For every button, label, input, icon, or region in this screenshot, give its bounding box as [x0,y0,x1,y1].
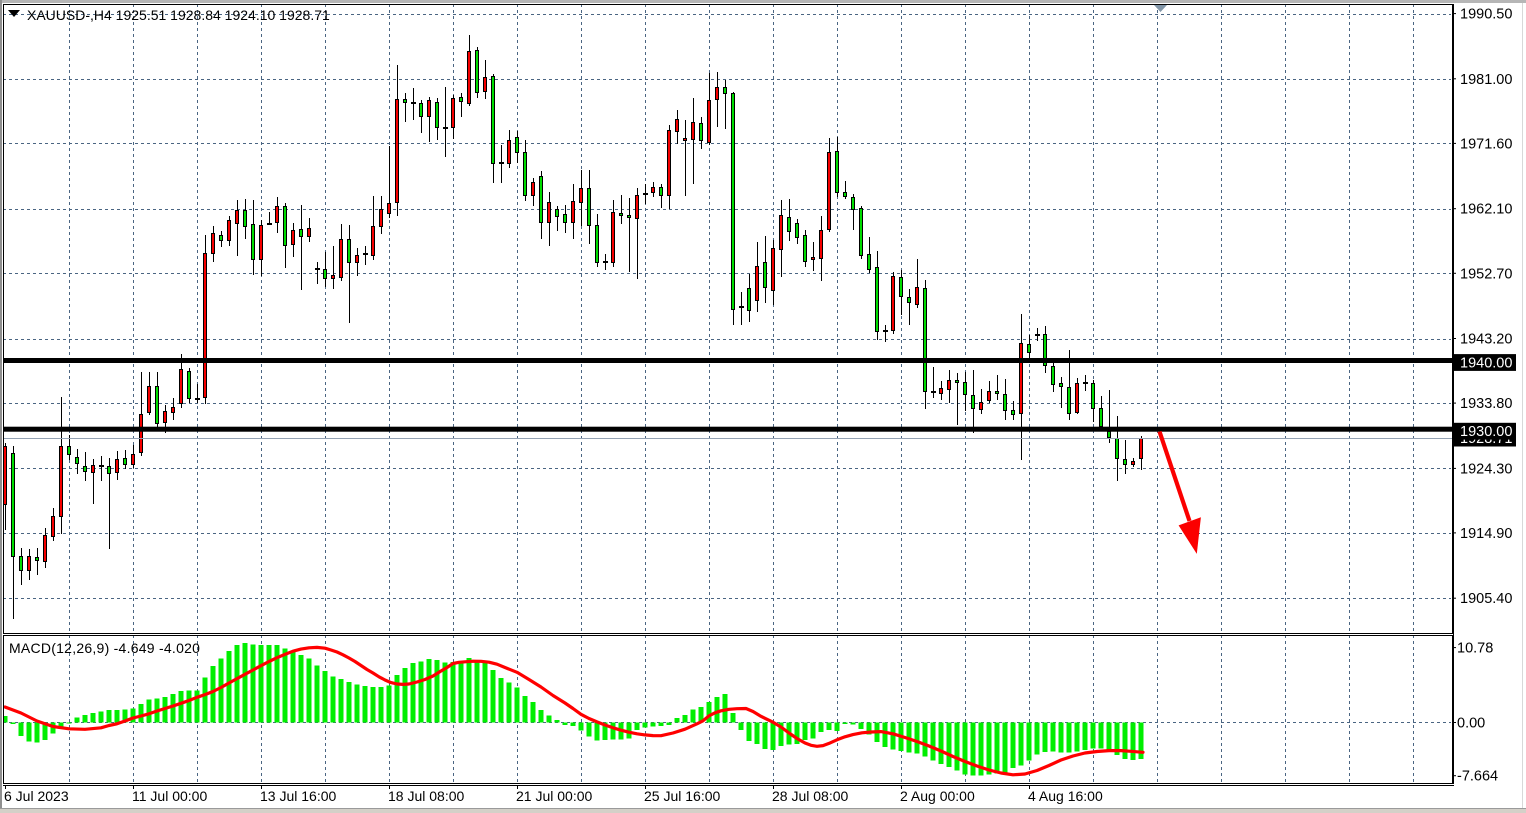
svg-text:13 Jul 16:00: 13 Jul 16:00 [260,788,336,804]
svg-text:1924.30: 1924.30 [1460,461,1512,477]
svg-text:25 Jul 16:00: 25 Jul 16:00 [644,788,720,804]
svg-text:1930.00: 1930.00 [1460,424,1512,440]
svg-text:1952.70: 1952.70 [1460,266,1512,282]
svg-text:10.78: 10.78 [1457,641,1493,657]
svg-text:1990.50: 1990.50 [1460,7,1512,23]
svg-text:21 Jul 00:00: 21 Jul 00:00 [516,788,592,804]
svg-text:1971.60: 1971.60 [1460,136,1512,152]
svg-text:MACD(12,26,9) -4.649 -4.020: MACD(12,26,9) -4.649 -4.020 [9,640,200,656]
svg-text:XAUUSD-,H4 1925.51 1928.84 19: XAUUSD-,H4 1925.51 1928.84 1924.10 1928.… [27,7,330,23]
svg-text:-7.664: -7.664 [1457,769,1498,785]
svg-text:1905.40: 1905.40 [1460,591,1512,607]
svg-text:1943.20: 1943.20 [1460,332,1512,348]
svg-text:6 Jul 2023: 6 Jul 2023 [4,788,69,804]
svg-text:0.00: 0.00 [1457,716,1485,732]
svg-text:18 Jul 08:00: 18 Jul 08:00 [388,788,464,804]
svg-text:4 Aug 16:00: 4 Aug 16:00 [1028,788,1103,804]
svg-text:2 Aug 00:00: 2 Aug 00:00 [900,788,975,804]
svg-text:1962.10: 1962.10 [1460,202,1512,218]
svg-text:11 Jul 00:00: 11 Jul 00:00 [132,788,207,804]
svg-text:1914.90: 1914.90 [1460,526,1512,542]
svg-text:28 Jul 08:00: 28 Jul 08:00 [772,788,848,804]
svg-text:1933.80: 1933.80 [1460,396,1512,412]
svg-text:1981.00: 1981.00 [1460,72,1512,88]
svg-text:1940.00: 1940.00 [1460,356,1512,372]
